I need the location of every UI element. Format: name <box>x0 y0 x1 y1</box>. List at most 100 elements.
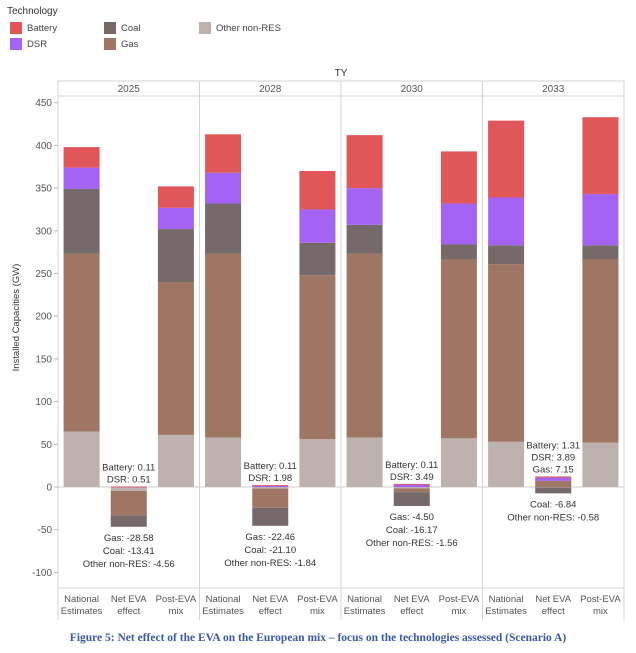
x-tick-label: National <box>347 594 382 605</box>
data-label-positive: Battery: 0.11 <box>385 460 438 471</box>
bar-segment-gas <box>252 488 289 508</box>
legend-item-coal[interactable]: Coal <box>104 22 141 34</box>
x-tick-label: effect <box>117 606 140 617</box>
y-tick-label: 200 <box>35 312 52 323</box>
data-label-negative: Other non-RES: -1.56 <box>366 538 458 549</box>
data-label-positive: DSR: 1.98 <box>248 473 292 484</box>
x-tick-label: mix <box>452 606 467 617</box>
bar-segment-coal <box>252 507 289 526</box>
y-tick-label: 150 <box>35 354 52 365</box>
x-tick-label: Post-EVA <box>156 594 197 605</box>
y-tick-label: -50 <box>38 525 53 536</box>
bar-segment-gas <box>157 282 194 435</box>
bar-segment-other-non-res <box>440 438 477 487</box>
bar-segment-dsr <box>299 209 336 243</box>
figure-caption: Figure 5: Net effect of the EVA on the E… <box>69 632 567 644</box>
legend-title: Technology <box>7 6 58 17</box>
data-label-negative: Coal: -6.84 <box>530 499 576 510</box>
bar-segment-other-non-res <box>299 439 336 487</box>
legend-item-other-non-res[interactable]: Other non-RES <box>199 22 281 34</box>
bar-segment-battery <box>346 135 383 189</box>
bar-segment-battery <box>299 171 336 210</box>
top-axis-title: TY <box>335 68 348 79</box>
bar-segment-other-non-res <box>157 434 194 487</box>
bar-segment-gas <box>346 253 383 438</box>
data-label-positive: Gas: 7.15 <box>533 464 574 475</box>
data-label-positive: DSR: 0.51 <box>107 474 151 485</box>
bar-segment-coal <box>535 487 572 494</box>
data-label-positive: Battery: 1.31 <box>526 440 580 451</box>
legend-item-gas[interactable]: Gas <box>104 38 138 50</box>
legend-label-dsr: DSR <box>27 38 48 50</box>
x-tick-label: effect <box>259 606 282 617</box>
bar-segment-battery <box>393 483 430 485</box>
bar-segment-battery <box>252 485 289 487</box>
bar-segment-battery <box>488 120 525 198</box>
data-label-negative: Gas: -22.46 <box>245 532 295 543</box>
y-axis-title: Installed Capacities (GW) <box>11 264 22 372</box>
x-tick-label: Post-EVA <box>439 594 480 605</box>
bar-segment-coal <box>63 188 100 254</box>
x-tick-label: mix <box>593 606 608 617</box>
bar-segment-gas <box>110 490 147 516</box>
x-tick-label: mix <box>169 606 184 617</box>
bar-segment-other-non-res <box>393 487 430 489</box>
legend-swatch-battery <box>10 22 22 34</box>
bar-segment-battery <box>157 186 194 208</box>
bar-segment-gas <box>393 488 430 493</box>
x-tick-label: Estimates <box>485 606 527 617</box>
legend-label-gas: Gas <box>121 38 139 50</box>
bar-segment-coal <box>346 224 383 254</box>
legend-swatch-dsr <box>10 38 22 50</box>
bar-segment-dsr <box>252 485 289 487</box>
x-tick-label: Net EVA <box>394 594 430 605</box>
data-label-negative: Coal: -16.17 <box>386 525 438 536</box>
bar-segment-other-non-res <box>488 441 525 487</box>
data-label-negative: Other non-RES: -1.84 <box>224 558 316 569</box>
bar-segment-gas <box>440 258 477 439</box>
bar-segment-battery <box>535 476 572 478</box>
x-tick-label: effect <box>542 606 565 617</box>
data-label-positive: DSR: 3.49 <box>390 472 434 483</box>
data-label-negative: Coal: -13.41 <box>103 546 155 557</box>
bar-segment-other-non-res <box>110 487 147 491</box>
y-tick-label: 350 <box>35 184 52 195</box>
data-label-negative: Gas: -28.58 <box>104 533 154 544</box>
bar-segment-other-non-res <box>535 487 572 488</box>
legend-item-battery[interactable]: Battery <box>10 22 57 34</box>
x-tick-label: Net EVA <box>252 594 288 605</box>
bar-segment-battery <box>205 134 242 173</box>
bar-segment-coal <box>488 245 525 265</box>
bar-segment-dsr <box>393 484 430 487</box>
legend-item-dsr[interactable]: DSR <box>10 38 47 50</box>
x-tick-label: Net EVA <box>535 594 571 605</box>
panel-year-label: 2033 <box>542 84 565 95</box>
bar-segment-gas <box>205 253 242 438</box>
bar-segment-coal <box>157 229 194 283</box>
bar-segment-dsr <box>535 477 572 481</box>
bar-segment-gas <box>535 480 572 487</box>
y-tick-label: 250 <box>35 269 52 280</box>
bar-segment-other-non-res <box>582 442 619 487</box>
x-tick-label: National <box>64 594 99 605</box>
bar-segment-dsr <box>440 203 477 245</box>
y-tick-label: 400 <box>35 141 52 152</box>
panel-year-label: 2028 <box>259 84 282 95</box>
bar-segment-gas <box>63 253 100 432</box>
bar-segment-other-non-res <box>63 431 100 487</box>
data-label-positive: Battery: 0.11 <box>244 461 297 472</box>
x-tick-label: mix <box>310 606 325 617</box>
legend-label-battery: Battery <box>27 22 58 34</box>
x-tick-label: Post-EVA <box>580 594 621 605</box>
bar-segment-dsr <box>582 194 619 246</box>
bar-segment-dsr <box>488 197 525 246</box>
x-tick-label: Net EVA <box>111 594 147 605</box>
data-label-negative: Coal: -21.10 <box>244 545 296 556</box>
x-tick-label: Estimates <box>61 606 103 617</box>
bar-segment-gas <box>488 264 525 442</box>
bar-segment-battery <box>582 117 619 195</box>
bar-segment-battery <box>440 151 477 204</box>
bar-segment-other-non-res <box>205 437 242 487</box>
bar-segment-coal <box>110 515 147 527</box>
data-label-negative: Gas: -4.50 <box>390 512 434 523</box>
